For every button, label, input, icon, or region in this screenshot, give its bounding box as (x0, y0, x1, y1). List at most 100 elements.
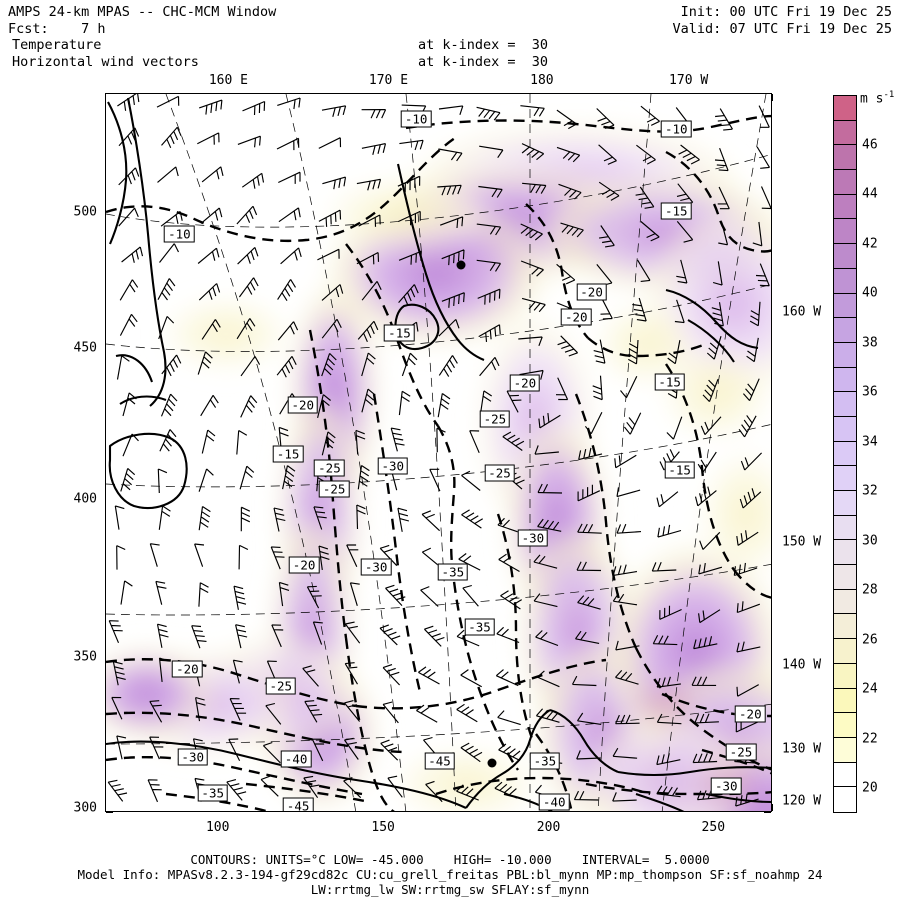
colorbar-tick-label: 42 (862, 236, 878, 252)
wind-barb (678, 144, 700, 165)
wind-barb (197, 351, 213, 375)
wind-barb (158, 505, 171, 530)
wind-barb (760, 186, 771, 210)
wind-barb (398, 390, 411, 416)
wind-barb (615, 714, 640, 725)
axis-label-lat-right: 160 W (782, 304, 822, 320)
wind-barb (498, 553, 520, 572)
map-canvas: -10 -10 -10 -15 -15 -20 -20 -20 -15 -20 -25 -15 -15-… (106, 94, 771, 811)
colorbar-segment (834, 416, 856, 442)
wind-barb (736, 684, 759, 697)
wind-barb (160, 393, 178, 417)
wind-barb (120, 580, 133, 605)
wind-barb (736, 530, 759, 546)
wind-barb (198, 506, 211, 531)
contour-value-label: -35 (437, 563, 469, 581)
colorbar-tick-label: 34 (862, 434, 878, 450)
wind-barb (318, 545, 330, 570)
colorbar[interactable] (833, 95, 857, 813)
colorbar-segment (834, 96, 856, 121)
wind-barb (390, 427, 405, 452)
wind-barb (593, 339, 606, 364)
map-plot-area[interactable]: -10 -10 -10 -15 -15 -20 -20 -20 -15 -20 -25 -15 -15-… (105, 93, 772, 812)
wind-barb (311, 738, 325, 762)
colorbar-segment (834, 565, 856, 590)
wind-barb (322, 176, 347, 190)
wind-barb (518, 336, 543, 347)
wind-barb (456, 784, 479, 801)
contour-value-label: -35 (197, 784, 229, 802)
colorbar-segment (834, 318, 856, 343)
axis-label-lat-right: 150 W (782, 534, 822, 550)
colorbar-segment (834, 466, 856, 491)
wind-barb (349, 582, 360, 606)
wind-barb (497, 710, 521, 726)
colorbar-segment (834, 688, 856, 714)
wind-barb (303, 775, 320, 799)
wind-barb (276, 137, 300, 151)
wind-barb (273, 507, 286, 532)
wind-barb (676, 259, 688, 284)
wind-barb (537, 518, 562, 532)
init-time-label: Init: 00 UTC Fri 19 Dec 25 (680, 4, 892, 20)
wind-barb (397, 507, 410, 532)
wind-barb (469, 430, 480, 454)
axis-label-y-left: 500 (73, 204, 97, 220)
colorbar-tick-label: 26 (862, 632, 878, 648)
wind-barb (438, 148, 463, 162)
wind-barb (694, 486, 717, 507)
colorbar-segment (834, 441, 856, 467)
wind-barb (702, 378, 719, 403)
wind-barb (612, 792, 637, 802)
wind-barb (117, 94, 140, 111)
wind-barb (118, 207, 139, 227)
wind-barb (197, 132, 220, 145)
header-row-title: AMPS 24-km MPAS -- CHC-MCM Window Init: … (8, 4, 892, 21)
wind-barb (615, 670, 639, 685)
wind-barb (436, 427, 446, 453)
wind-barb (706, 336, 722, 360)
wind-barb (694, 713, 719, 724)
wind-barb (111, 696, 123, 720)
contour-value-label: -15 (664, 461, 695, 479)
wind-barb (361, 388, 376, 413)
wind-barb (199, 99, 223, 115)
wind-barb (237, 135, 261, 148)
wind-barb (577, 595, 601, 610)
wind-barb (584, 412, 603, 435)
wind-barb (116, 545, 126, 570)
wind-barb (233, 585, 247, 610)
wind-barb (479, 145, 504, 159)
colorbar-segment (834, 293, 856, 319)
wind-barb (149, 736, 164, 760)
wind-barb (596, 108, 615, 130)
station-marker-south-station (487, 758, 497, 768)
wind-barb (197, 247, 220, 264)
wind-barb (577, 712, 602, 725)
wind-barb (302, 665, 319, 687)
wind-barb (496, 626, 520, 644)
wind-barb (242, 100, 266, 116)
wind-barb (534, 445, 559, 455)
wind-barb (577, 484, 601, 502)
wind-barb (616, 523, 642, 534)
wind-barb (191, 625, 207, 649)
wind-barb (758, 105, 770, 128)
wind-barb (425, 780, 443, 803)
header-row-field2: Horizontal wind vectors at k-index = 30 (8, 54, 892, 71)
wind-barb (698, 609, 721, 624)
wind-barb (657, 524, 682, 538)
wind-barb (520, 260, 544, 277)
wind-barb (439, 216, 464, 229)
kindex-temperature: at k-index = 30 (418, 37, 549, 53)
colorbar-segment (834, 145, 856, 171)
wind-barb (357, 465, 370, 490)
wind-barb (159, 243, 180, 263)
wind-barb (742, 378, 760, 401)
wind-barb (120, 467, 136, 492)
wind-barb (656, 785, 681, 798)
wind-barb (755, 263, 770, 287)
wind-barb (358, 214, 381, 227)
wind-barb (698, 563, 723, 575)
wind-barb (201, 429, 216, 454)
